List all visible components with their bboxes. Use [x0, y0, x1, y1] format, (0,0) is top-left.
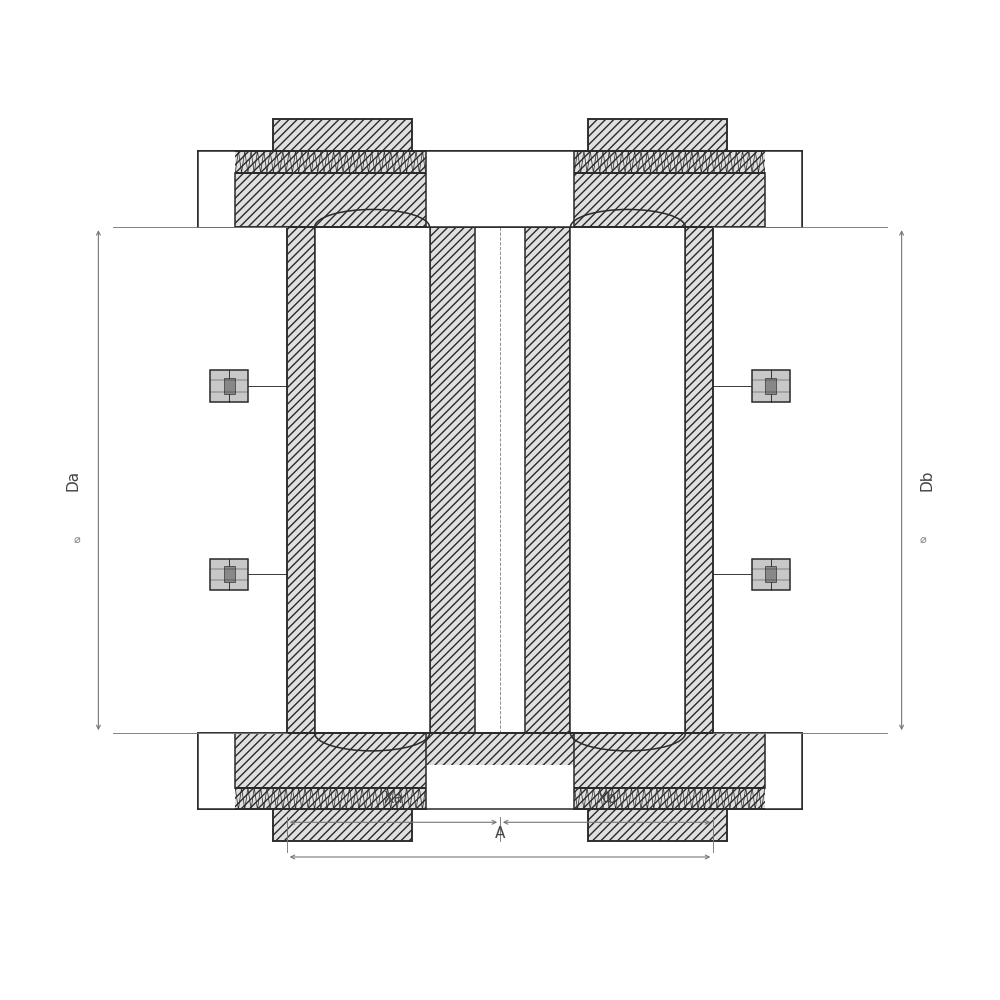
Bar	[198, 173, 802, 227]
Bar	[430, 227, 475, 733]
Bar	[430, 227, 475, 733]
Bar	[570, 227, 685, 733]
Bar	[198, 173, 802, 227]
Text: Xa: Xa	[383, 791, 403, 806]
Text: ⌀: ⌀	[74, 535, 81, 545]
Text: Da: Da	[66, 470, 81, 491]
Bar	[198, 788, 802, 809]
Bar	[198, 788, 802, 809]
Bar	[224, 378, 235, 394]
Bar	[198, 733, 802, 788]
Bar	[752, 370, 790, 402]
Bar	[426, 151, 574, 227]
Bar	[210, 370, 248, 402]
Bar	[765, 733, 802, 809]
Bar	[198, 151, 235, 227]
Text: ⌀: ⌀	[919, 535, 926, 545]
Bar	[588, 119, 727, 151]
Bar	[224, 566, 235, 582]
Bar	[198, 151, 802, 173]
Bar	[685, 227, 713, 733]
Bar	[198, 733, 802, 788]
Bar	[765, 378, 776, 394]
Bar	[198, 733, 235, 809]
Bar	[426, 765, 574, 841]
Bar	[525, 227, 570, 733]
Bar	[765, 151, 802, 227]
Text: A: A	[495, 826, 505, 841]
Bar	[287, 227, 315, 733]
Bar	[685, 227, 713, 733]
Bar	[588, 809, 727, 841]
Bar	[752, 559, 790, 590]
Text: Db: Db	[919, 469, 934, 491]
Bar	[287, 227, 315, 733]
Bar	[525, 227, 570, 733]
Bar	[198, 173, 802, 227]
Bar	[210, 559, 248, 590]
Bar	[198, 788, 802, 809]
Bar	[273, 119, 412, 151]
Bar	[273, 809, 412, 841]
Bar	[765, 566, 776, 582]
Bar	[198, 151, 802, 173]
Text: Xb: Xb	[596, 791, 617, 806]
Bar	[198, 151, 802, 173]
Bar	[198, 733, 802, 788]
Bar	[315, 227, 430, 733]
